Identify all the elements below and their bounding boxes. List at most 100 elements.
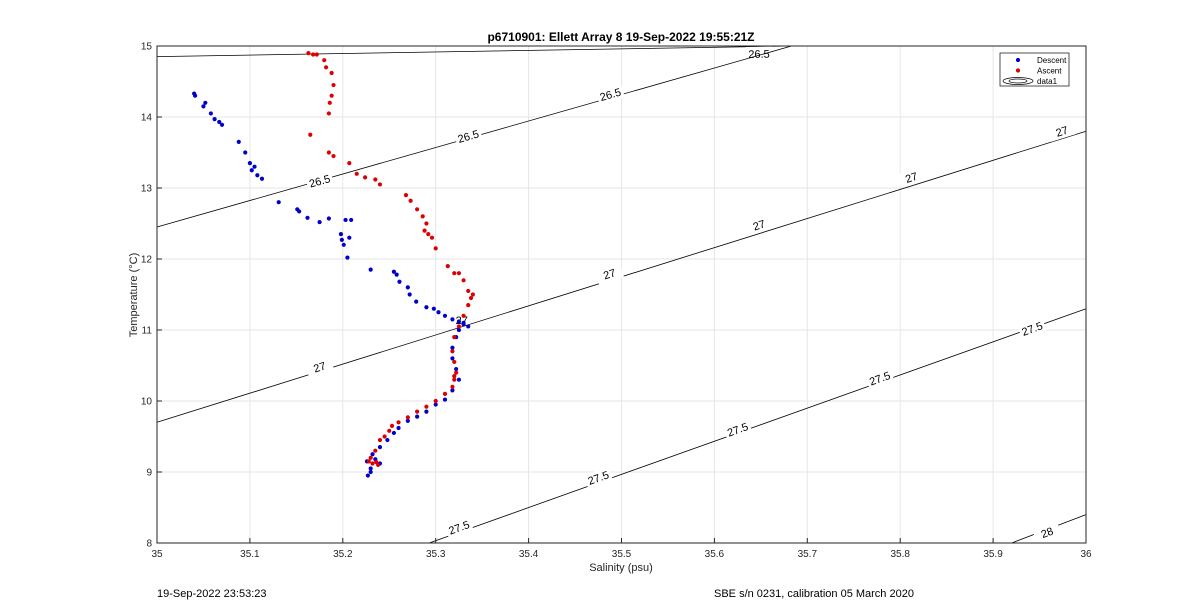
y-tick-label: 15 xyxy=(141,42,153,53)
ascent-point xyxy=(468,295,474,301)
ascent-point xyxy=(326,150,331,155)
isopycnal-label: 28 xyxy=(1032,521,1062,544)
ascent-point xyxy=(326,111,331,116)
isopycnal-label-bg xyxy=(896,166,926,188)
ascent-point xyxy=(445,264,450,269)
x-tick-label: 36 xyxy=(1080,549,1092,560)
data-points xyxy=(192,51,475,478)
ascent-point xyxy=(382,434,387,439)
x-tick-label: 35.1 xyxy=(240,549,260,560)
isopycnal-label: 26.5 xyxy=(745,46,773,62)
descent-point xyxy=(326,216,331,221)
chart-title: p6710901: Ellett Array 8 19-Sep-2022 19:… xyxy=(487,30,754,44)
y-tick-label: 12 xyxy=(141,255,153,266)
isopycnal-label: 27 xyxy=(744,214,774,236)
ascent-point xyxy=(466,288,471,294)
descent-point xyxy=(414,299,419,304)
descent-point xyxy=(217,119,222,125)
isopycnal-label: 27 xyxy=(1047,120,1077,142)
ascent-point xyxy=(426,232,431,237)
descent-point xyxy=(297,209,302,214)
isopycnal-label: 27 xyxy=(594,263,624,285)
descent-point xyxy=(433,402,438,407)
y-tick-label: 11 xyxy=(142,326,153,337)
isopycnal-label-bg xyxy=(453,125,483,147)
ascent-point xyxy=(370,461,375,466)
descent-point xyxy=(259,176,265,181)
isopycnal-line xyxy=(429,308,1087,544)
ascent-point xyxy=(362,175,368,180)
ascent-point xyxy=(433,398,438,404)
ascent-point xyxy=(424,404,429,409)
descent-point xyxy=(249,168,254,173)
x-tick-label: 35.8 xyxy=(890,549,910,560)
descent-point xyxy=(391,430,396,436)
descent-point xyxy=(219,122,225,127)
isopycnal-label: 27 xyxy=(896,166,926,188)
ascent-point xyxy=(454,370,459,375)
footer-calibration: SBE s/n 0231, calibration 05 March 2020 xyxy=(714,588,914,600)
descent-point xyxy=(212,117,217,122)
ascent-point xyxy=(396,420,401,425)
x-axis-label: Salinity (psu) xyxy=(589,562,653,574)
ascent-point xyxy=(450,349,455,354)
isopycnal-label: 26.5 xyxy=(305,170,334,192)
y-axis-label: Temperature (°C) xyxy=(128,253,140,337)
ascent-point xyxy=(422,228,427,233)
descent-point xyxy=(391,269,396,274)
descent-point xyxy=(347,235,352,240)
axis-ticks: 35 35.1 35.2 35.3 35.4 35.5 35.6 35.7 35.8 35.9 36… xyxy=(141,42,1092,561)
descent-point xyxy=(345,255,350,260)
isopycnal-label-text: 27 xyxy=(602,267,617,282)
isopycnal-label-bg xyxy=(1017,317,1047,340)
y-tick-label: 13 xyxy=(141,184,153,195)
ascent-point xyxy=(374,459,379,465)
isopycnal-label-bg xyxy=(583,466,613,489)
ascent-point xyxy=(329,93,334,98)
legend-marker xyxy=(1015,57,1021,63)
y-tick-label: 14 xyxy=(141,113,153,124)
isopycnal-label-bg xyxy=(723,418,753,441)
isopycnal-label-bg xyxy=(594,263,624,285)
descent-point xyxy=(407,292,412,297)
legend-box xyxy=(999,52,1070,87)
ascent-point xyxy=(366,459,371,464)
ascent-point xyxy=(377,437,383,443)
ascent-point xyxy=(420,214,425,219)
descent-point xyxy=(341,242,346,247)
ascent-point xyxy=(405,415,410,420)
descent-point xyxy=(368,267,373,272)
ascent-point xyxy=(452,359,457,365)
ascent-point xyxy=(403,193,409,198)
isopycnal-label-bg xyxy=(865,367,895,390)
descent-point xyxy=(405,418,410,423)
legend-label: data1 xyxy=(1037,77,1058,86)
descent-point xyxy=(405,285,410,290)
descent-point xyxy=(415,414,420,419)
ascent-point xyxy=(466,303,471,308)
ascent-point xyxy=(415,207,420,212)
ascent-point xyxy=(433,246,438,251)
isopycnal-label-bg xyxy=(444,516,474,539)
y-tick-label: 10 xyxy=(141,397,153,408)
descent-point xyxy=(339,237,344,242)
descent-point xyxy=(370,452,375,457)
ascent-point xyxy=(461,313,466,318)
isopycnal-label: 26.5 xyxy=(453,125,483,147)
isopycnal-label-text: 26.5 xyxy=(308,173,332,190)
ascent-point xyxy=(347,161,352,166)
isopycnal-label-text: 26.5 xyxy=(748,49,770,61)
descent-point xyxy=(255,173,260,178)
ascent-point xyxy=(368,455,373,460)
ascent-point xyxy=(373,448,378,453)
descent-point xyxy=(431,306,436,311)
descent-point xyxy=(456,377,462,382)
isopycnal-label-bg xyxy=(1032,521,1062,544)
isopycnal-label-bg xyxy=(1047,120,1077,142)
ascent-point xyxy=(387,428,392,433)
descent-point xyxy=(243,150,248,155)
ascent-point xyxy=(310,52,316,57)
isopycnal-label-bg xyxy=(305,170,334,192)
